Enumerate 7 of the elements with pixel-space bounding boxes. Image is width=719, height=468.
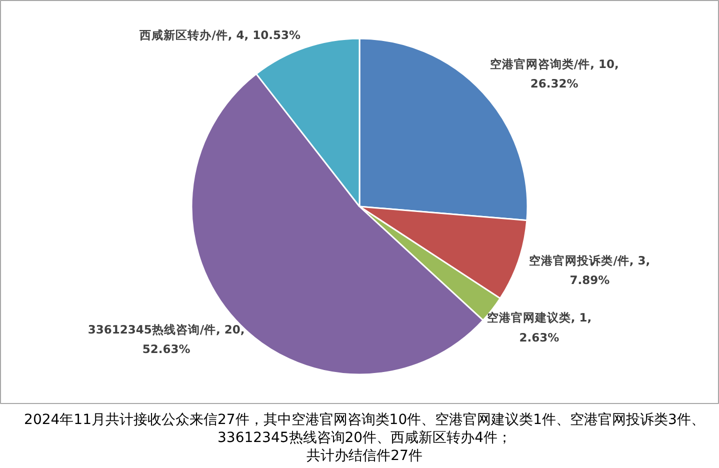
slice-label: 空港官网投诉类/件, 3, 7.89% [529,254,650,288]
text: 2024年11月共计接收公众来信27件，其中空港官网咨询类10件、空港官网建议类1件、空港官网投诉类3件、33612345热线咨询20件、西咸新区转办4件； [24,412,705,446]
slice-label: 空港官网咨询类/件, 10, 26.32% [490,56,619,91]
slice-label: 33612345热线咨询/件, 20, 52.63% [88,322,245,356]
text: 共计办结信件27件 [306,448,422,464]
slice-label: 空港官网建议类, 1, 2.63% [486,310,592,344]
slice-label: 西咸新区转办/件, 4, 10.53% [138,28,301,42]
